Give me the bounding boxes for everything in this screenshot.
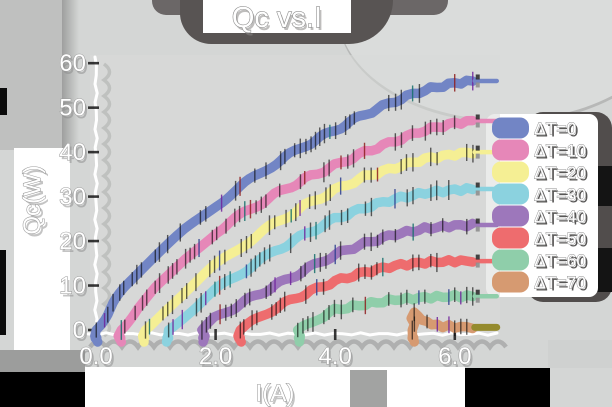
series-dt-40	[197, 218, 499, 347]
artifact-left-black-1	[0, 88, 7, 115]
legend-shadow-black-2	[596, 248, 612, 292]
series-line-dt-20	[137, 147, 478, 347]
x-axis-shadow	[88, 339, 508, 351]
series-cap-mark-gray	[475, 262, 480, 268]
artifact-bottomright-gray	[548, 340, 612, 368]
series-cap-mark-dark	[475, 145, 480, 151]
series-dt-10	[113, 114, 499, 347]
x-tick-label-2: 4.0	[319, 343, 352, 370]
x-tick-label-3: 6.0	[438, 343, 471, 370]
series-start-blob-dt-30	[162, 332, 174, 344]
series-start-blob-dt-20	[138, 332, 150, 344]
artifact-bottom-gray-band	[350, 370, 387, 407]
x-axis-line	[86, 331, 499, 337]
series-start-blob-dt-50	[234, 332, 246, 344]
series-dt-50	[233, 252, 499, 347]
series-line-dt-40	[197, 218, 478, 347]
series-cap-mark-dark	[475, 182, 480, 188]
y-tick-label-0-shadow: 0	[75, 320, 88, 347]
series-line-dt-50	[233, 255, 478, 347]
series-line-dt-70	[406, 307, 478, 347]
series-start-blob-dt-60	[293, 332, 305, 344]
artifact-bottomright-black	[465, 368, 550, 407]
series-start-blob-dt-10	[114, 332, 126, 344]
artifact-left-black-2	[0, 250, 6, 335]
series-start-blob-dt-70	[407, 332, 419, 344]
artifact-bottomleft-black	[0, 372, 85, 407]
series-layer	[90, 71, 501, 347]
series-cap-mark-gray	[475, 190, 480, 196]
artifact-topleft-band	[62, 0, 79, 150]
series-dt-20	[137, 143, 499, 347]
y-tick-label-0: 0	[73, 317, 86, 344]
legend-shadow-black-1	[598, 166, 612, 206]
artifact-bottom-white-strip	[85, 367, 465, 407]
series-dt-0	[90, 71, 499, 347]
series-cap-mark-gray	[475, 153, 480, 159]
series-cap-mark-gray	[475, 226, 480, 232]
series-dt-60	[292, 286, 499, 347]
series-cap-mark-gray	[475, 122, 480, 128]
series-cap-mark-dark	[475, 254, 480, 260]
series-line-dt-30	[161, 183, 478, 347]
legend-box	[486, 114, 598, 297]
y-axis-shadow	[101, 62, 112, 338]
series-start-blob-dt-40	[198, 332, 210, 344]
artifact-left-white-strip	[14, 148, 70, 372]
series-line-dt-10	[113, 115, 478, 347]
series-dt-70	[406, 303, 501, 347]
artifact-bottomleft-gray	[0, 350, 85, 372]
y-axis-line	[93, 55, 99, 339]
series-cap-mark-dark	[475, 289, 480, 295]
series-cap-mark-dark	[475, 218, 480, 224]
series-cap-mark-gray	[475, 297, 480, 303]
series-start-blob-dt-0	[90, 332, 102, 344]
series-dt-30	[161, 180, 499, 347]
series-line-dt-60	[292, 289, 478, 347]
x-tick-label-1: 2.0	[199, 343, 232, 370]
series-line-dt-0	[90, 75, 478, 347]
artifact-topleft-gray	[0, 0, 62, 150]
title-card	[203, 0, 351, 33]
